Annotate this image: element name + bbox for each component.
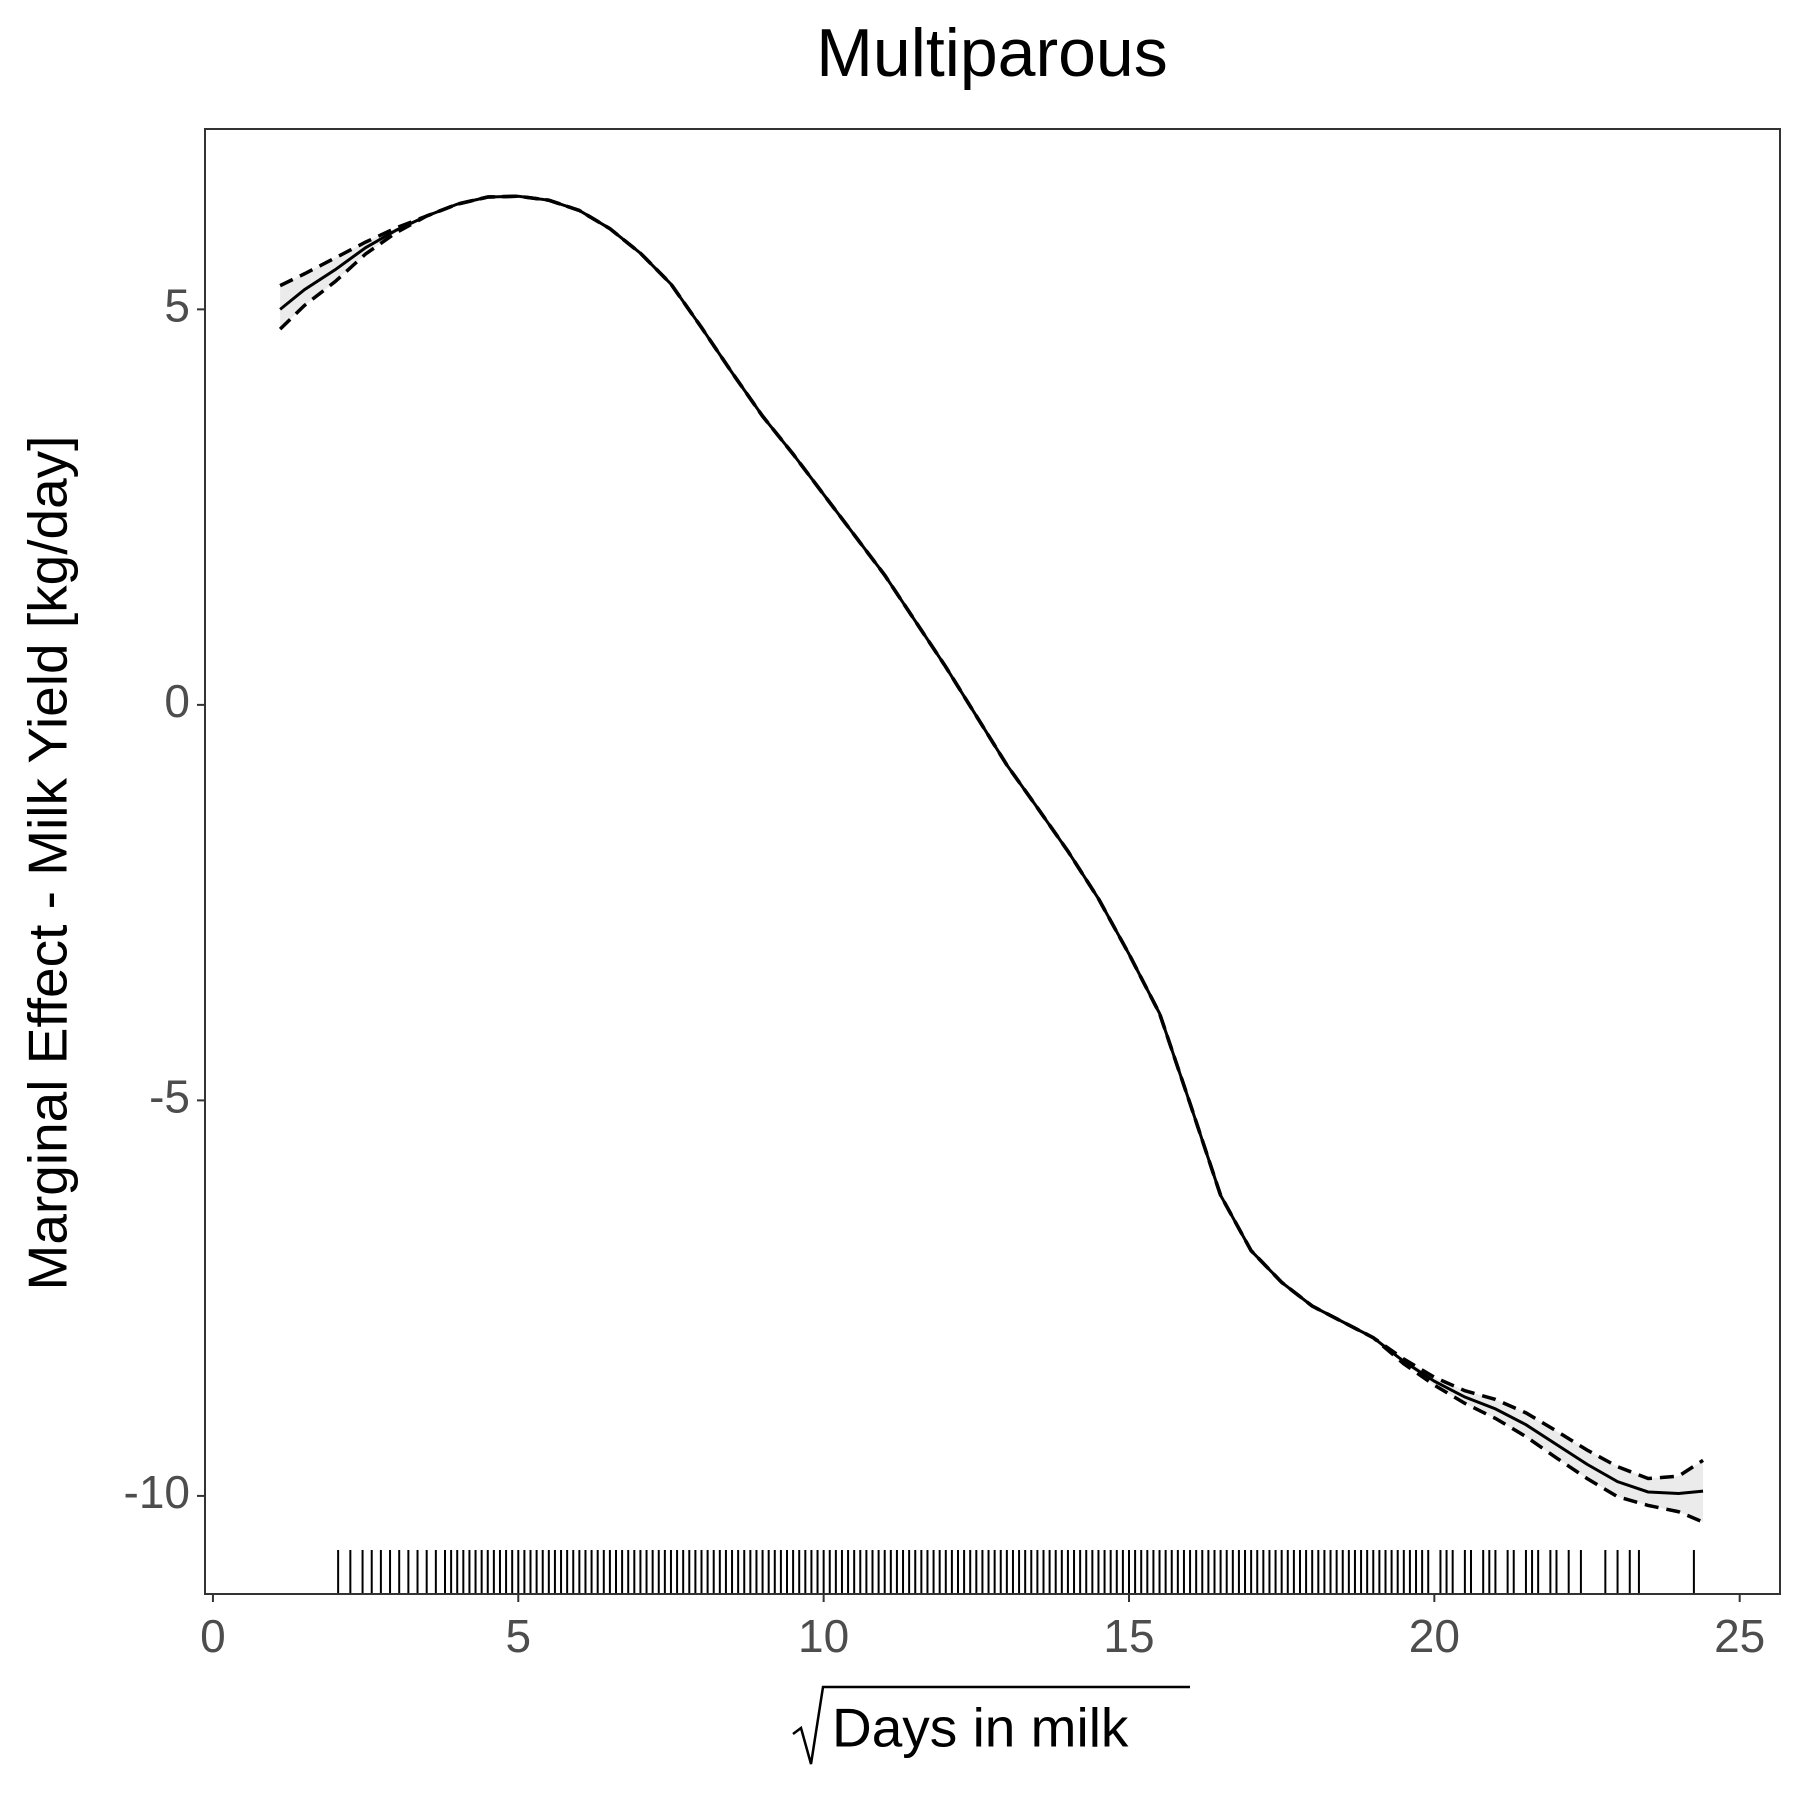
y-axis-label: Marginal Effect - Milk Yield [kg/day] <box>17 436 79 1291</box>
plot-border <box>204 128 1781 1595</box>
x-tick-label: 20 <box>1409 1610 1460 1662</box>
y-tick-label: 0 <box>164 675 190 727</box>
y-tick-label: -10 <box>124 1466 190 1518</box>
y-tick-label: -5 <box>149 1071 190 1123</box>
x-tick-label: 0 <box>200 1610 226 1662</box>
x-tick-label: 10 <box>798 1610 849 1662</box>
fit-line <box>279 194 1704 1496</box>
chart-title: Multiparous <box>816 15 1168 91</box>
y-tick-label: 5 <box>164 280 190 332</box>
x-axis-label: Days in milk <box>832 1697 1129 1759</box>
radical-sign <box>792 1685 1190 1765</box>
x-tick-label: 25 <box>1714 1610 1765 1662</box>
x-tick-label: 5 <box>505 1610 531 1662</box>
ci-line <box>279 194 1705 1481</box>
ci-line <box>278 194 1704 1524</box>
confidence-band <box>280 196 1704 1523</box>
x-tick-label: 15 <box>1103 1610 1154 1662</box>
